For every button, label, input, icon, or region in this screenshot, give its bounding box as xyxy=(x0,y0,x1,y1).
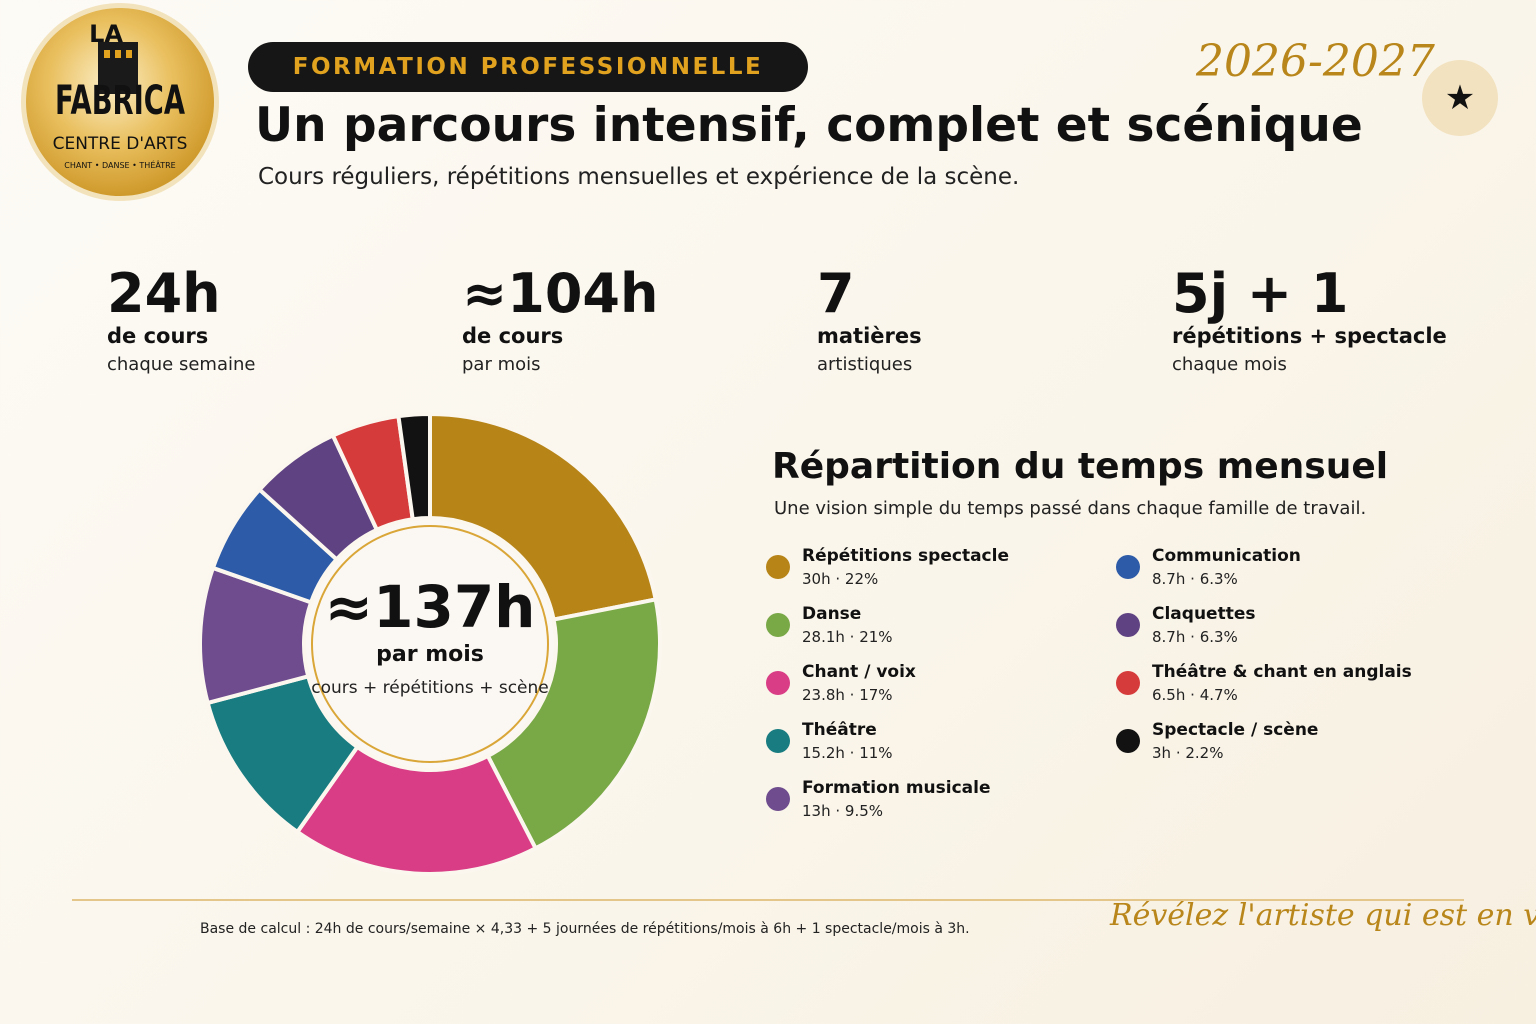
donut-slice-8 xyxy=(396,411,432,522)
donut-slice-2 xyxy=(294,744,539,876)
stat-value: 5j + 1 xyxy=(1172,262,1349,325)
legend-item: Formation musicale 13h · 9.5% xyxy=(766,778,1126,828)
legend-hours: 3h xyxy=(1152,744,1172,762)
legend-hours: 8.7h xyxy=(1152,628,1186,646)
legend-swatch xyxy=(766,729,790,753)
legend-swatch xyxy=(766,787,790,811)
legend-item: Chant / voix 23.8h · 17% xyxy=(766,662,1126,712)
donut-slice-0 xyxy=(428,411,658,622)
legend-swatch xyxy=(766,613,790,637)
legend-percent: 6.3% xyxy=(1199,628,1238,646)
legend-hours: 30h xyxy=(802,570,831,588)
legend-hours: 15.2h xyxy=(802,744,845,762)
legend-hours: 23.8h xyxy=(802,686,845,704)
legend-swatch xyxy=(1116,613,1140,637)
star-icon: ★ xyxy=(1422,60,1498,136)
stat-monthly-hours: ≈104h de cours par mois xyxy=(462,262,658,375)
stat-sub: par mois xyxy=(462,354,541,375)
stat-sub: chaque mois xyxy=(1172,354,1287,375)
legend-label: Chant / voix xyxy=(802,662,916,682)
legend-label: Danse xyxy=(802,604,862,624)
legend-label: Théâtre & chant en anglais xyxy=(1152,662,1412,682)
legend-value: 3h · 2.2% xyxy=(1152,744,1224,762)
legend-percent: 17% xyxy=(859,686,893,704)
calculation-note: Base de calcul : 24h de cours/semaine × … xyxy=(200,921,970,937)
stat-value: 24h xyxy=(107,262,221,325)
legend-hours: 8.7h xyxy=(1152,570,1186,588)
footer-divider xyxy=(72,899,1464,901)
legend-swatch xyxy=(1116,555,1140,579)
legend-item: Spectacle / scène 3h · 2.2% xyxy=(1116,720,1476,770)
legend-item: Théâtre & chant en anglais 6.5h · 4.7% xyxy=(1116,662,1476,712)
legend-percent: 2.2% xyxy=(1185,744,1224,762)
donut-center-detail: cours + répétitions + scène xyxy=(311,678,549,698)
legend-label: Répétitions spectacle xyxy=(802,546,1009,566)
stat-value: ≈104h xyxy=(462,262,659,325)
legend-label: Communication xyxy=(1152,546,1301,566)
year-label: 2026-2027 xyxy=(1196,36,1435,87)
legend-value: 8.7h · 6.3% xyxy=(1152,570,1238,588)
legend-hours: 6.5h xyxy=(1152,686,1186,704)
legend-percent: 22% xyxy=(844,570,879,588)
legend-label: Spectacle / scène xyxy=(1152,720,1319,740)
repartition-subtitle: Une vision simple du temps passé dans ch… xyxy=(774,498,1367,519)
repartition-title: Répartition du temps mensuel xyxy=(772,446,1389,487)
legend-value: 13h · 9.5% xyxy=(802,802,884,820)
legend-swatch xyxy=(1116,729,1140,753)
legend-swatch xyxy=(766,671,790,695)
stat-label: de cours xyxy=(462,324,564,348)
stat-weekly-hours: 24h de cours chaque semaine xyxy=(107,262,255,375)
page-subtitle: Cours réguliers, répétitions mensuelles … xyxy=(258,164,1020,190)
stat-rehearsals: 5j + 1 répétitions + spectacle chaque mo… xyxy=(1172,262,1447,375)
legend-percent: 6.3% xyxy=(1199,570,1238,588)
legend-hours: 13h xyxy=(802,802,831,820)
stat-label: de cours xyxy=(107,324,209,348)
formation-badge: FORMATION PROFESSIONNELLE xyxy=(248,42,808,92)
donut-slice-1 xyxy=(485,597,662,852)
donut-center-unit: par mois xyxy=(376,642,484,667)
legend-item: Communication 8.7h · 6.3% xyxy=(1116,546,1476,596)
legend-item: Claquettes 8.7h · 6.3% xyxy=(1116,604,1476,654)
legend-value: 30h · 22% xyxy=(802,570,879,588)
donut-chart xyxy=(198,411,662,876)
legend-swatch xyxy=(766,555,790,579)
legend-label: Théâtre xyxy=(802,720,877,740)
legend-percent: 9.5% xyxy=(844,802,884,820)
legend-value: 28.1h · 21% xyxy=(802,628,893,646)
logo-tagline: CHANT • DANSE • THÉÂTRE xyxy=(64,159,175,170)
legend-swatch xyxy=(1116,671,1140,695)
logo-top-text: LA xyxy=(89,20,123,48)
legend-percent: 4.7% xyxy=(1199,686,1238,704)
stat-subjects: 7 matières artistiques xyxy=(817,262,922,375)
legend-item: Danse 28.1h · 21% xyxy=(766,604,1126,654)
slogan: Révélez l'artiste qui est en vous xyxy=(1110,898,1536,933)
donut-inner-ring xyxy=(311,525,549,763)
donut-center-total: ≈137h xyxy=(324,573,536,641)
logo-sub-text: CENTRE D'ARTS xyxy=(53,134,188,154)
stat-sub: chaque semaine xyxy=(107,354,256,375)
legend-percent: 21% xyxy=(859,628,893,646)
logo-main-text: FABRICA xyxy=(55,78,185,124)
donut-hole xyxy=(306,520,554,768)
stat-label: répétitions + spectacle xyxy=(1172,324,1447,348)
formation-badge-label: FORMATION PROFESSIONNELLE xyxy=(292,54,764,80)
legend-percent: 11% xyxy=(859,744,893,762)
legend-value: 8.7h · 6.3% xyxy=(1152,628,1238,646)
fabrica-logo: LA FABRICA CENTRE D'ARTS CHANT • DANSE •… xyxy=(21,3,219,201)
stat-value: 7 xyxy=(817,262,855,325)
legend-value: 15.2h · 11% xyxy=(802,744,893,762)
stat-label: matières xyxy=(817,324,922,348)
legend-item: Théâtre 15.2h · 11% xyxy=(766,720,1126,770)
legend-label: Formation musicale xyxy=(802,778,991,798)
legend-value: 6.5h · 4.7% xyxy=(1152,686,1238,704)
legend-item: Répétitions spectacle 30h · 22% xyxy=(766,546,1126,596)
page-title: Un parcours intensif, complet et scéniqu… xyxy=(255,98,1363,153)
legend-value: 23.8h · 17% xyxy=(802,686,893,704)
legend-hours: 28.1h xyxy=(802,628,845,646)
legend-label: Claquettes xyxy=(1152,604,1256,624)
stat-sub: artistiques xyxy=(817,354,913,375)
